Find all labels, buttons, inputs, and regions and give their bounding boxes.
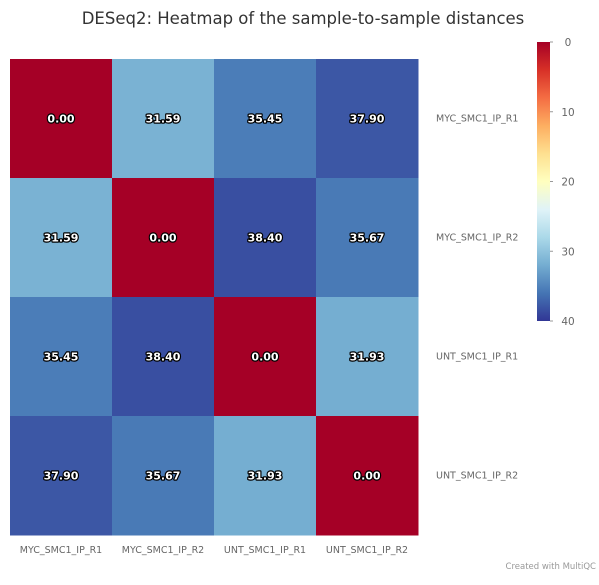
chart-title: DESeq2: Heatmap of the sample-to-sample … [82,9,525,28]
heatmap-cell[interactable] [214,178,317,298]
y-axis-labels: MYC_SMC1_IP_R1 MYC_SMC1_IP_R2 UNT_SMC1_IP_… [436,114,518,482]
heatmap-cell[interactable] [214,297,317,417]
cell-value-label: 31.59 [44,232,79,245]
cell-value-label: 35.67 [146,470,181,483]
y-axis-label: UNT_SMC1_IP_R2 [436,471,518,482]
cell-value-label: 31.93 [350,351,385,364]
cell-value-label: 0.00 [47,113,74,126]
heatmap-cell[interactable] [112,297,215,417]
colorbar-tick-label: 20 [561,177,574,189]
heatmap-value-labels: 0.00 31.59 35.45 37.90 31.59 0.00 38.40 35.67 35… [42,111,386,483]
cell-value-label: 37.90 [44,470,79,483]
heatmap-cell[interactable] [112,178,215,298]
colorbar-tick-label: 40 [561,316,574,328]
cell-value-label: 38.40 [146,351,181,364]
y-axis-label: UNT_SMC1_IP_R1 [436,352,518,363]
heatmap-cell[interactable] [10,297,113,417]
heatmap-cell[interactable] [10,59,113,179]
heatmap-cell[interactable] [214,416,317,536]
cell-value-label: 0.00 [251,351,278,364]
heatmap-cell[interactable] [112,59,215,179]
cell-value-label: 35.45 [44,351,79,364]
heatmap-cell[interactable] [10,416,113,536]
colorbar-tick-labels: 0 10 20 30 40 [550,37,575,328]
heatmap-cell[interactable] [316,178,419,298]
colorbar-tick-label: 30 [561,246,574,258]
cell-value-label: 35.45 [248,113,283,126]
cell-value-label: 37.90 [350,113,385,126]
x-axis-label: UNT_SMC1_IP_R1 [224,545,306,556]
colorbar-tick-label: 0 [565,37,572,49]
heatmap-cell[interactable] [214,59,317,179]
heatmap-cell[interactable] [10,178,113,298]
x-axis-label: MYC_SMC1_IP_R1 [20,545,102,556]
heatmap-cell[interactable] [316,297,419,417]
heatmap-cells [10,59,419,536]
y-axis-label: MYC_SMC1_IP_R2 [436,233,518,244]
y-axis-label: MYC_SMC1_IP_R1 [436,114,518,125]
heatmap-cell[interactable] [316,416,419,536]
cell-value-label: 31.59 [146,113,181,126]
cell-value-label: 31.93 [248,470,283,483]
cell-value-label: 35.67 [350,232,385,245]
colorbar-tick-label: 10 [561,107,574,119]
credits-text[interactable]: Created with MultiQC [506,562,597,572]
cell-value-label: 38.40 [248,232,283,245]
x-axis-label: UNT_SMC1_IP_R2 [326,545,408,556]
x-axis-label: MYC_SMC1_IP_R2 [122,545,204,556]
cell-value-label: 0.00 [353,470,380,483]
heatmap-cell[interactable] [316,59,419,179]
x-axis-labels: MYC_SMC1_IP_R1 MYC_SMC1_IP_R2 UNT_SMC1_IP_… [20,545,408,556]
cell-value-label: 0.00 [149,232,176,245]
heatmap-cell[interactable] [112,416,215,536]
colorbar [537,42,550,321]
